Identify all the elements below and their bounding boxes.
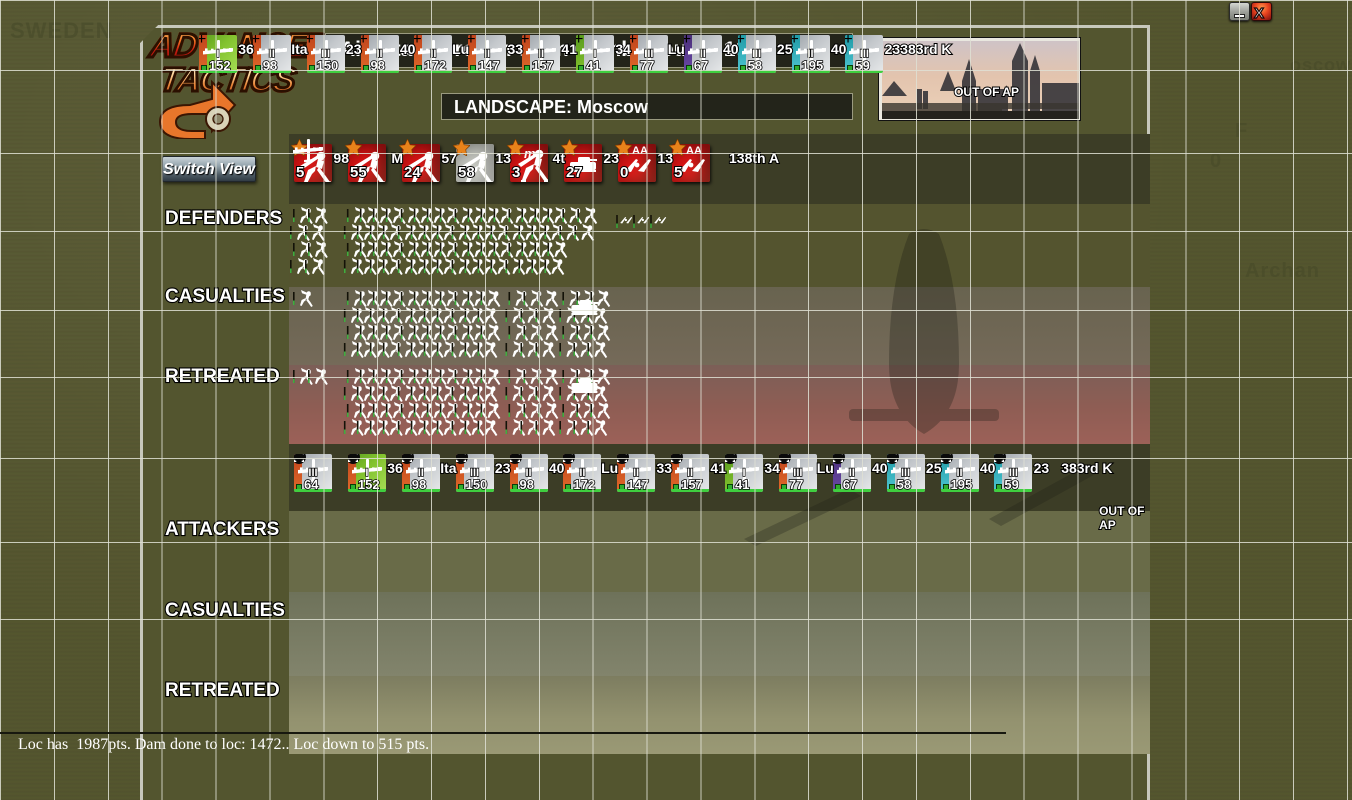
- svg-text:X: X: [1254, 5, 1264, 22]
